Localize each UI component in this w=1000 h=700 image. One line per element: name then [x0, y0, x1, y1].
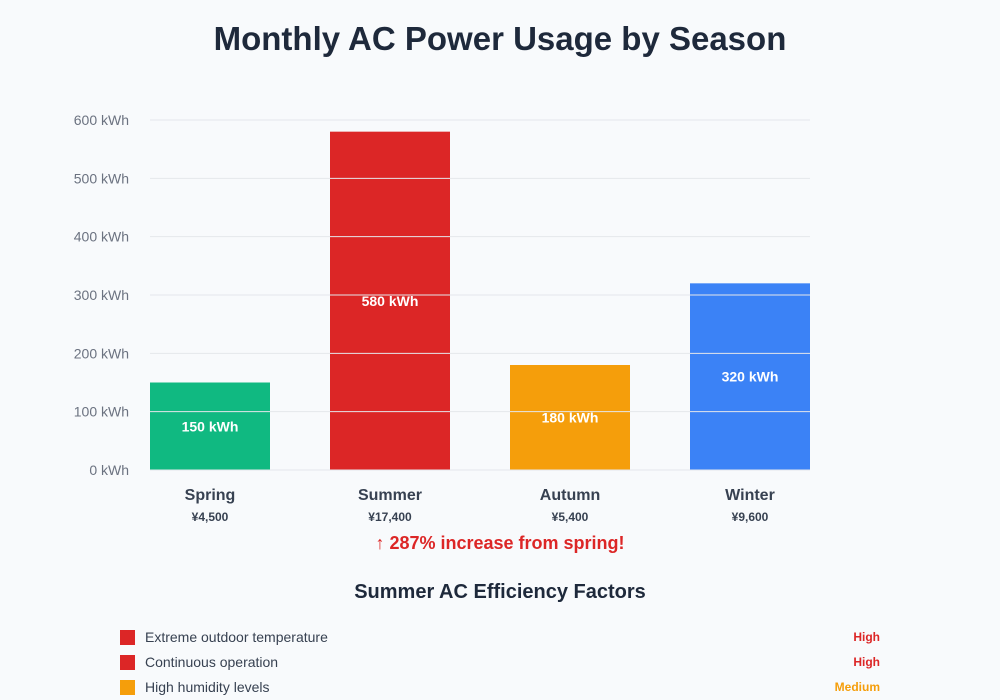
factor-item: Extreme outdoor temperature High	[120, 627, 880, 647]
bar-chart: 0 kWh 100 kWh 200 kWh 300 kWh 400 kWh 500 kWh…	[74, 112, 810, 524]
bar-value-label: 580 kWh	[362, 293, 419, 309]
chart-title: Monthly AC Power Usage by Season	[213, 20, 787, 57]
factor-swatch	[120, 679, 135, 695]
factor-level: Medium	[834, 680, 880, 694]
y-tick-label: 600 kWh	[74, 112, 129, 128]
factor-item: Continuous operation High	[120, 652, 880, 672]
bar-winter	[690, 283, 810, 470]
y-tick-label: 300 kWh	[74, 287, 129, 303]
factors-title: Summer AC Efficiency Factors	[354, 581, 646, 603]
x-tick-label: Winter	[725, 487, 775, 504]
cost-label: ¥17,400	[368, 510, 412, 524]
annotation-text: 287% increase from spring!	[389, 533, 625, 553]
factor-swatch	[120, 629, 135, 645]
y-tick-label: 500 kWh	[74, 170, 129, 186]
bar-autumn	[510, 365, 630, 470]
y-tick-label: 0 kWh	[89, 462, 129, 478]
factor-label: Extreme outdoor temperature	[145, 629, 328, 645]
factor-level: High	[853, 630, 880, 644]
factor-swatch	[120, 654, 135, 670]
x-tick-label: Spring	[185, 487, 236, 504]
cost-label: ¥5,400	[552, 510, 589, 524]
factor-label: High humidity levels	[145, 679, 270, 695]
factor-item: High humidity levels Medium	[120, 677, 880, 697]
factor-label: Continuous operation	[145, 654, 279, 670]
bar-value-label: 150 kWh	[182, 418, 239, 434]
bar-value-label: 180 kWh	[542, 410, 599, 426]
increase-annotation: ↑ 287% increase from spring!	[0, 533, 1000, 554]
cost-label: ¥4,500	[192, 510, 229, 524]
y-tick-label: 200 kWh	[74, 345, 129, 361]
bar-summer	[330, 131, 450, 470]
arrow-up-icon: ↑	[375, 533, 385, 553]
factor-level: High	[853, 655, 880, 669]
x-tick-label: Summer	[358, 487, 422, 504]
cost-label: ¥9,600	[732, 510, 769, 524]
y-tick-label: 400 kWh	[74, 229, 129, 245]
bar-spring	[150, 382, 270, 470]
bar-value-label: 320 kWh	[722, 369, 779, 385]
x-tick-label: Autumn	[540, 487, 600, 504]
y-tick-label: 100 kWh	[74, 404, 129, 420]
